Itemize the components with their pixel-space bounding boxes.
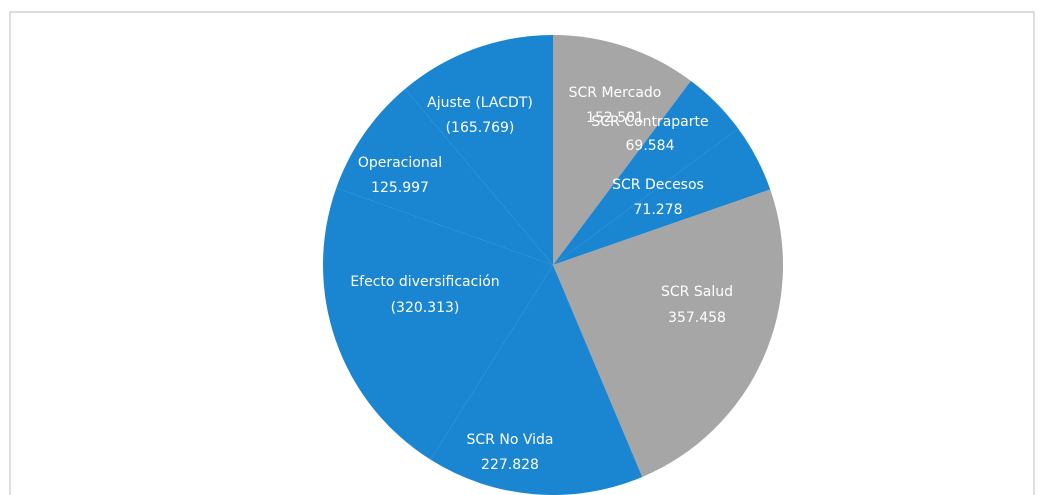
pie-slice [405, 35, 553, 265]
pie-slice [430, 265, 643, 495]
slice-value-label: 71.278 [634, 202, 683, 218]
slice-value-label: 152.501 [586, 110, 644, 126]
slice-value-label: 125.997 [371, 180, 429, 196]
slice-category-label: SCR No Vida [467, 432, 554, 448]
slice-category-label: Ajuste (LACDT) [427, 95, 533, 111]
slice-category-label: SCR Mercado [569, 85, 662, 101]
pie-slice [553, 80, 739, 265]
slice-category-label: SCR Decesos [612, 177, 704, 193]
slice-category-label: Efecto diversificación [350, 274, 499, 290]
pie-slice [553, 189, 783, 477]
pie-slice [553, 128, 771, 265]
slice-category-label: SCR Salud [661, 284, 733, 300]
slices [323, 35, 783, 495]
pie-slice [323, 188, 553, 460]
slice-category-label: SCR Contraparte [591, 114, 708, 130]
slice-value-label: (320.313) [391, 300, 460, 316]
slice-value-label: 357.458 [668, 310, 726, 326]
slice-value-label: (165.769) [446, 120, 515, 136]
slice-category-label: Operacional [358, 155, 442, 171]
slice-value-label: 69.584 [626, 138, 675, 154]
pie-slice [336, 88, 553, 266]
pie-slice [553, 35, 691, 265]
slice-value-label: 227.828 [481, 457, 539, 473]
